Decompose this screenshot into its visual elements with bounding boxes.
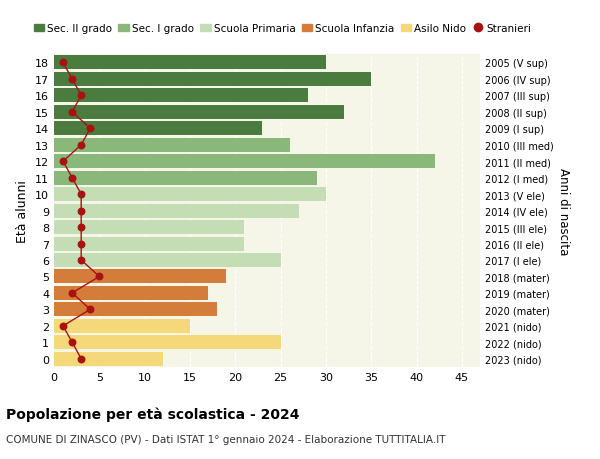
Point [76, 257, 86, 264]
Y-axis label: Età alunni: Età alunni [16, 180, 29, 242]
Point [58, 158, 68, 166]
Bar [54, 204, 299, 218]
Point [58, 60, 68, 67]
Point [85, 125, 95, 133]
Point [95, 273, 104, 280]
Bar [54, 303, 217, 317]
Point [76, 92, 86, 100]
Bar [54, 253, 281, 268]
Point [76, 355, 86, 363]
Point [67, 76, 77, 84]
Bar [54, 171, 317, 185]
Point [76, 142, 86, 149]
Point [58, 323, 68, 330]
Text: COMUNE DI ZINASCO (PV) - Dati ISTAT 1° gennaio 2024 - Elaborazione TUTTITALIA.IT: COMUNE DI ZINASCO (PV) - Dati ISTAT 1° g… [6, 434, 445, 444]
Bar [54, 139, 290, 152]
Bar [54, 319, 190, 333]
Bar [54, 270, 226, 284]
Bar [54, 286, 208, 300]
Bar [54, 73, 371, 87]
Bar [54, 336, 281, 350]
Point [76, 224, 86, 231]
Bar [54, 106, 344, 119]
Y-axis label: Anni di nascita: Anni di nascita [557, 168, 570, 255]
Bar [54, 89, 308, 103]
Bar [54, 122, 262, 136]
Bar [54, 188, 326, 202]
Bar [54, 155, 434, 169]
Bar [54, 237, 244, 251]
Point [67, 339, 77, 346]
Legend: Sec. II grado, Sec. I grado, Scuola Primaria, Scuola Infanzia, Asilo Nido, Stran: Sec. II grado, Sec. I grado, Scuola Prim… [29, 20, 535, 38]
Text: Popolazione per età scolastica - 2024: Popolazione per età scolastica - 2024 [6, 406, 299, 421]
Bar [54, 352, 163, 366]
Point [76, 207, 86, 215]
Point [76, 241, 86, 248]
Bar [54, 221, 244, 235]
Point [85, 306, 95, 313]
Point [67, 109, 77, 116]
Point [67, 290, 77, 297]
Point [76, 191, 86, 198]
Point [67, 174, 77, 182]
Bar [54, 56, 326, 70]
